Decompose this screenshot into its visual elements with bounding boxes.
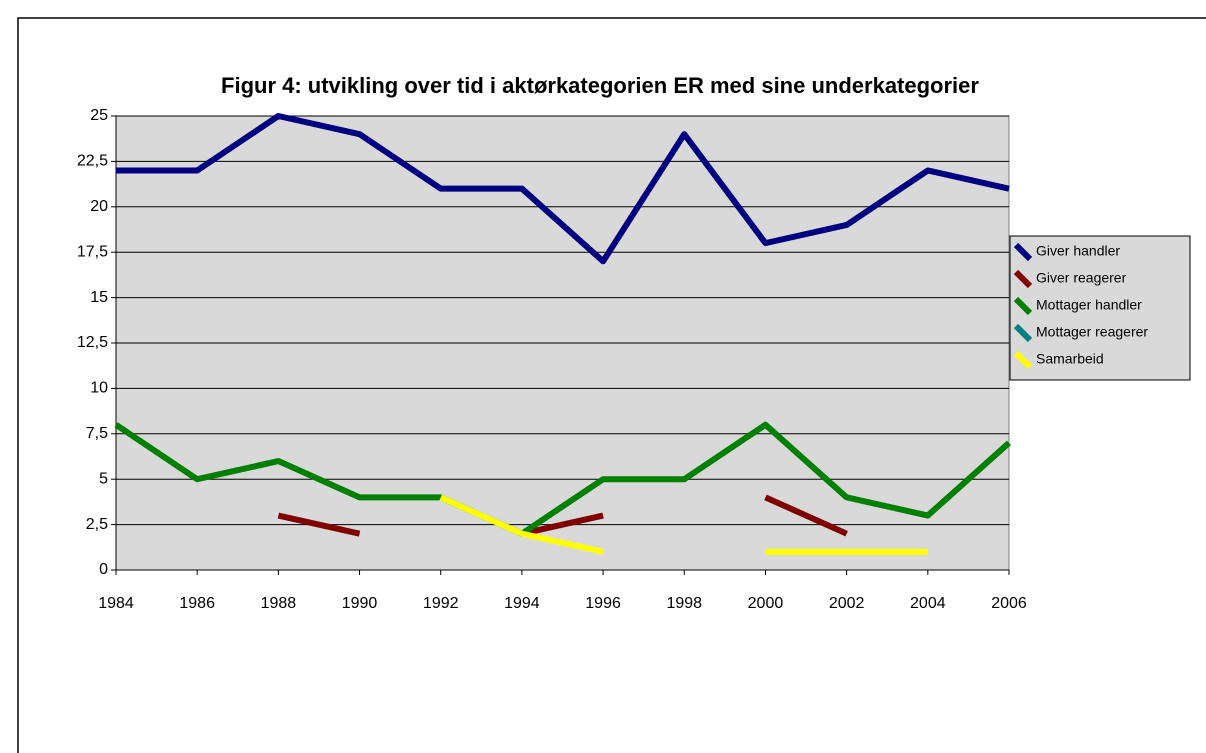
x-tick-label: 1996 <box>585 595 621 612</box>
y-tick-label: 2,5 <box>86 516 108 533</box>
legend-label: Giver handler <box>1036 243 1120 259</box>
legend-swatch <box>1013 296 1033 316</box>
y-tick-label: 7,5 <box>86 425 108 442</box>
legend-swatch <box>1013 350 1033 370</box>
legend-label: Mottager reagerer <box>1036 324 1148 340</box>
y-tick-label: 0 <box>99 561 108 578</box>
x-tick-label: 1998 <box>666 595 702 612</box>
y-tick-label: 15 <box>90 289 108 306</box>
legend-swatch <box>1013 242 1033 262</box>
y-tick-label: 17,5 <box>77 243 108 260</box>
legend-swatch <box>1013 323 1033 343</box>
y-tick-label: 12,5 <box>77 334 108 351</box>
chart-title: Figur 4: utvikling over tid i aktørkateg… <box>221 73 979 98</box>
series-line <box>439 494 928 555</box>
x-tick-label: 1994 <box>504 595 540 612</box>
x-tick-label: 1990 <box>342 595 378 612</box>
legend <box>1009 235 1191 381</box>
x-tick-label: 2006 <box>991 595 1027 612</box>
legend-label: Samarbeid <box>1036 351 1104 367</box>
y-tick-label: 10 <box>90 380 108 397</box>
x-tick-label: 2004 <box>910 595 946 612</box>
series-line <box>277 494 848 537</box>
x-tick-label: 2000 <box>748 595 784 612</box>
y-tick-label: 5 <box>99 470 108 487</box>
legend-label: Giver reagerer <box>1036 270 1127 286</box>
x-tick-label: 2002 <box>829 595 865 612</box>
x-tick-label: 1984 <box>98 595 134 612</box>
y-tick-label: 22,5 <box>77 153 108 170</box>
y-tick-label: 20 <box>90 198 108 215</box>
y-tick-label: 25 <box>90 107 108 124</box>
x-tick-label: 1992 <box>423 595 459 612</box>
legend-swatch <box>1013 269 1033 289</box>
legend-label: Mottager handler <box>1036 297 1142 313</box>
x-tick-label: 1986 <box>179 595 215 612</box>
series-line <box>116 113 1010 265</box>
x-tick-label: 1988 <box>261 595 297 612</box>
series-line <box>114 421 1012 537</box>
